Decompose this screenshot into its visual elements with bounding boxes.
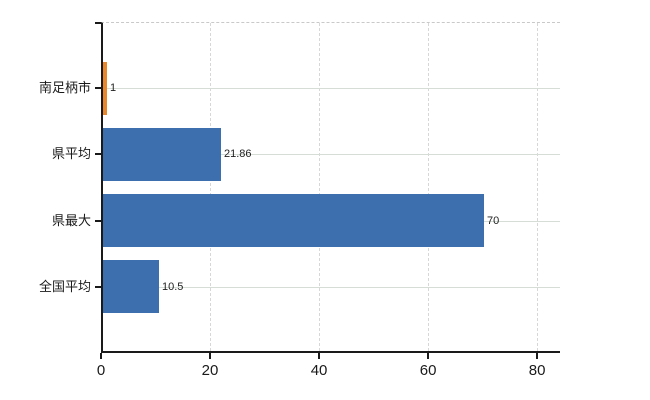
category-label: 県平均 [51, 146, 91, 161]
category-label: 全国平均 [38, 279, 91, 294]
bar [103, 260, 159, 313]
category-label: 南足柄市 [38, 80, 91, 95]
gridline-vertical [210, 23, 212, 351]
x-tick-label: 40 [310, 362, 328, 379]
bar [103, 128, 221, 181]
value-label: 21.86 [224, 148, 252, 160]
value-label: 1 [110, 82, 117, 94]
x-tick-label: 0 [96, 362, 106, 379]
y-tick [95, 286, 101, 288]
value-label: 10.5 [162, 281, 184, 293]
y-tick [95, 153, 101, 155]
x-tick [318, 353, 320, 359]
value-label: 70 [487, 215, 500, 227]
y-tick [95, 220, 101, 222]
x-tick-label: 60 [419, 362, 437, 379]
category-label: 県最大 [51, 213, 91, 228]
x-tick [209, 353, 211, 359]
y-tick [95, 22, 101, 24]
gridline-horizontal [103, 286, 560, 288]
x-tick-label: 80 [528, 362, 546, 379]
bar [103, 194, 484, 247]
x-tick [427, 353, 429, 359]
gridline-vertical [537, 23, 539, 351]
x-tick [536, 353, 538, 359]
plot-area [101, 22, 560, 353]
y-tick [95, 87, 101, 89]
bar [103, 62, 107, 115]
gridline-horizontal [103, 88, 560, 90]
gridline-vertical [319, 23, 321, 351]
gridline-vertical [428, 23, 430, 351]
x-tick [100, 353, 102, 359]
x-tick-label: 20 [201, 362, 219, 379]
gridline-horizontal [103, 154, 560, 156]
